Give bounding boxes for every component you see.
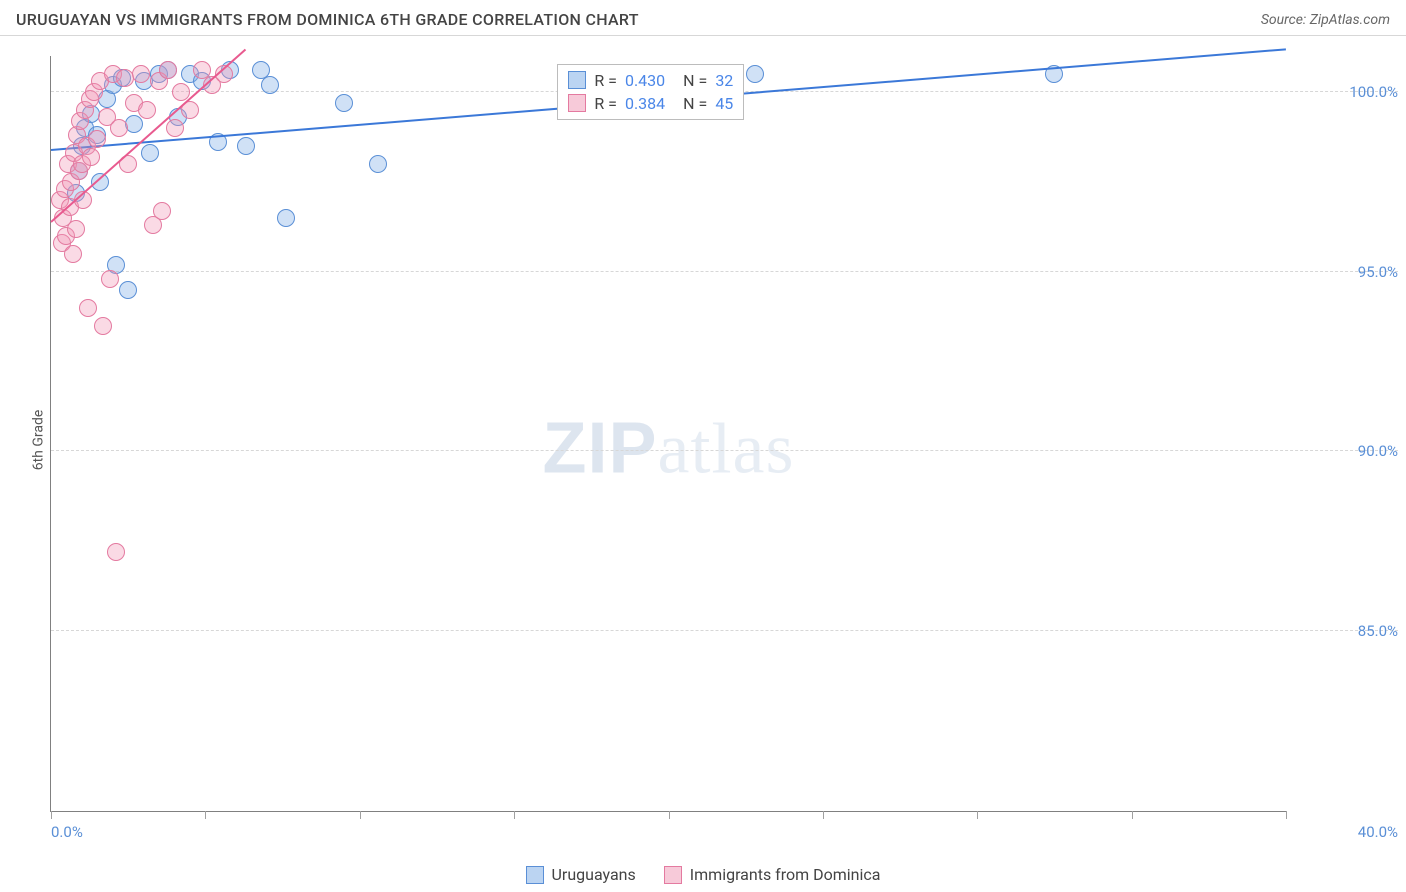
data-point (67, 220, 85, 238)
x-tick (205, 811, 206, 819)
legend-n-value: 45 (715, 94, 733, 113)
x-tick (51, 811, 52, 819)
y-tick-label: 100.0% (1298, 83, 1398, 101)
data-point (746, 65, 764, 83)
x-tick (823, 811, 824, 819)
data-point (110, 119, 128, 137)
watermark-bold: ZIP (543, 408, 658, 488)
data-point (153, 202, 171, 220)
bottom-legend: Uruguayans Immigrants from Dominica (0, 865, 1406, 884)
legend-label: Immigrants from Dominica (690, 865, 881, 884)
data-point (79, 299, 97, 317)
legend-r-label: R = (594, 94, 617, 113)
y-axis-label: 6th Grade (30, 410, 46, 471)
legend-swatch (568, 71, 586, 89)
gridline (51, 271, 1398, 272)
legend-swatch (526, 866, 544, 884)
gridline (51, 630, 1398, 631)
x-tick (514, 811, 515, 819)
y-tick-label: 85.0% (1298, 622, 1398, 640)
stats-legend-row: R = 0.384 N = 45 (568, 92, 733, 115)
x-tick (669, 811, 670, 819)
legend-item: Uruguayans (526, 865, 636, 884)
watermark: ZIPatlas (543, 407, 795, 490)
data-point (261, 76, 279, 94)
x-tick-label: 0.0% (51, 823, 83, 841)
gridline (51, 450, 1398, 451)
x-tick (1286, 811, 1287, 819)
legend-n-label: N = (683, 71, 707, 90)
x-tick (977, 811, 978, 819)
chart-source: Source: ZipAtlas.com (1261, 12, 1390, 28)
data-point (369, 155, 387, 173)
y-tick-label: 90.0% (1298, 442, 1398, 460)
data-point (125, 115, 143, 133)
stats-legend-row: R = 0.430 N = 32 (568, 69, 733, 92)
legend-r-value: 0.384 (625, 94, 665, 113)
data-point (82, 148, 100, 166)
data-point (64, 245, 82, 263)
data-point (107, 543, 125, 561)
chart-title: URUGUAYAN VS IMMIGRANTS FROM DOMINICA 6T… (16, 10, 639, 29)
plot-area: ZIPatlas 85.0%90.0%95.0%100.0%0.0%40.0%R… (50, 56, 1286, 812)
stats-legend: R = 0.430 N = 32 R = 0.384 N = 45 (557, 64, 744, 120)
legend-r-value: 0.430 (625, 71, 665, 90)
chart-area: 6th Grade ZIPatlas 85.0%90.0%95.0%100.0%… (0, 38, 1406, 842)
legend-n-value: 32 (715, 71, 733, 90)
data-point (277, 209, 295, 227)
data-point (141, 144, 159, 162)
legend-r-label: R = (594, 71, 617, 90)
x-tick (1132, 811, 1133, 819)
legend-swatch (568, 94, 586, 112)
x-tick (360, 811, 361, 819)
legend-swatch (664, 866, 682, 884)
data-point (94, 317, 112, 335)
data-point (159, 61, 177, 79)
x-tick-label: 40.0% (1298, 823, 1398, 841)
watermark-light: atlas (658, 408, 795, 488)
y-tick-label: 95.0% (1298, 263, 1398, 281)
data-point (132, 65, 150, 83)
legend-item: Immigrants from Dominica (664, 865, 881, 884)
chart-header: URUGUAYAN VS IMMIGRANTS FROM DOMINICA 6T… (0, 0, 1406, 36)
data-point (88, 130, 106, 148)
legend-n-label: N = (683, 94, 707, 113)
data-point (101, 270, 119, 288)
data-point (138, 101, 156, 119)
data-point (237, 137, 255, 155)
data-point (166, 119, 184, 137)
data-point (335, 94, 353, 112)
data-point (119, 281, 137, 299)
legend-label: Uruguayans (552, 865, 636, 884)
